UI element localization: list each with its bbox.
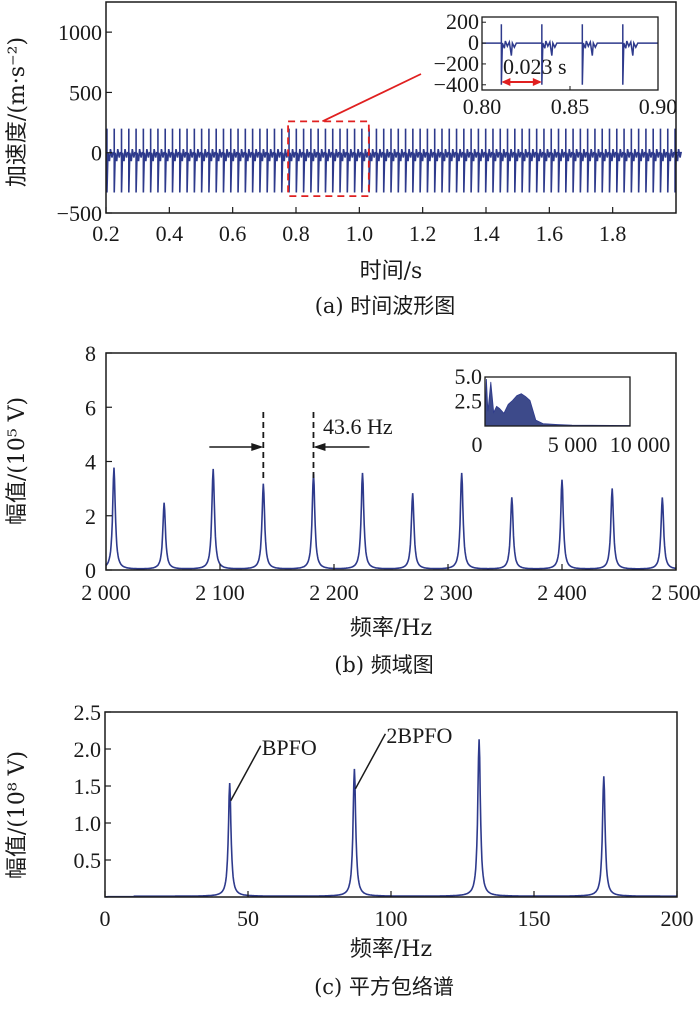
x-tick-label: 2 400 xyxy=(537,580,587,605)
x-tick-label: 1.6 xyxy=(536,221,564,246)
spectrum-line xyxy=(105,467,677,570)
y-tick-label: 8 xyxy=(85,341,96,366)
period-arrow xyxy=(501,78,542,86)
arrow-head-left xyxy=(501,78,511,86)
y-tick-label: 2 xyxy=(85,504,96,529)
inset-x-tick-label: 0.90 xyxy=(639,94,678,119)
y-tick-label: 0.5 xyxy=(74,848,102,873)
y-tick-label: 1.0 xyxy=(74,811,102,836)
inset-x-tick-label: 0 xyxy=(472,432,483,457)
y-tick-label: −500 xyxy=(57,201,102,226)
inset-x-tick-label: 5 000 xyxy=(548,432,598,457)
x-tick-label: 0 xyxy=(100,906,111,931)
inset-waveform-series xyxy=(482,24,658,85)
y-tick-label: 2.5 xyxy=(74,700,102,725)
panel-b-frequency-domain: 2 000 2 100 2 200 2 300 2 400 2 500 0 2 4 6 8 43.… xyxy=(5,341,700,677)
period-annotation: 0.023 s xyxy=(503,54,567,79)
axes-frame xyxy=(105,352,677,571)
x-tick-label: 2 100 xyxy=(195,580,245,605)
inset-x-tick-label: 0.80 xyxy=(463,94,502,119)
y-tick-label: 6 xyxy=(85,395,96,420)
y-tick-label: 0 xyxy=(85,558,96,583)
inset-x-tick-label: 10 000 xyxy=(610,432,671,457)
peak-label: 2BPFO xyxy=(386,723,452,748)
arrow-right-head xyxy=(251,443,264,451)
inset-y-tick-label: 0 xyxy=(468,30,479,55)
x-tick-label: 1.0 xyxy=(346,221,374,246)
peak-leader-line xyxy=(354,733,387,790)
arrow-head-right xyxy=(532,78,542,86)
axes-frame xyxy=(105,1,677,214)
y-ticks: −500 0 500 1000 xyxy=(57,20,112,226)
inset-x-ticks: 0.80 0.85 0.90 xyxy=(463,86,678,119)
x-tick-label: 0.2 xyxy=(92,221,120,246)
x-tick-label: 0.4 xyxy=(156,221,184,246)
peak-leader-line xyxy=(230,745,262,802)
x-tick-label: 100 xyxy=(375,906,408,931)
y-tick-label: 0 xyxy=(91,141,102,166)
panel-c-squared-envelope: 0 50 100 150 200 0.5 1.0 1.5 2.0 2.5 BPFO 2BPFO 频… xyxy=(5,700,694,999)
x-ticks: 0 50 100 150 200 xyxy=(100,891,694,931)
y-ticks: 0 2 4 6 8 xyxy=(85,341,112,583)
x-tick-label: 2 000 xyxy=(81,580,131,605)
x-tick-label: 1.8 xyxy=(599,221,627,246)
x-axis-label: 时间/s xyxy=(360,259,423,284)
y-axis-label: 加速度/(m·s⁻²) xyxy=(5,37,30,187)
spacing-annotation: 43.6 Hz xyxy=(323,414,393,439)
y-axis-label: 幅值/(10⁵ V) xyxy=(5,397,30,525)
x-tick-label: 1.2 xyxy=(409,221,437,246)
inset-y-tick-label: 5.0 xyxy=(455,364,483,389)
x-axis-label: 频率/Hz xyxy=(350,937,432,962)
x-tick-label: 0.8 xyxy=(282,221,310,246)
caption-b: (b) 频域图 xyxy=(334,653,434,677)
peak-labels: BPFO 2BPFO xyxy=(230,723,452,802)
y-tick-label: 1000 xyxy=(58,20,102,45)
envelope-line xyxy=(105,739,677,898)
zoom-region-box xyxy=(287,120,370,198)
x-tick-label: 50 xyxy=(237,906,259,931)
y-tick-label: 4 xyxy=(85,450,96,475)
caption-c: (c) 平方包络谱 xyxy=(314,975,454,999)
inset-spectrum-area xyxy=(484,378,631,427)
x-tick-label: 0.6 xyxy=(219,221,247,246)
y-tick-label: 500 xyxy=(69,80,102,105)
x-tick-label: 200 xyxy=(661,906,694,931)
x-tick-label: 2 200 xyxy=(309,580,359,605)
peak-label: BPFO xyxy=(262,735,317,760)
inset-y-tick-label: 200 xyxy=(446,9,479,34)
envelope-spectrum-series xyxy=(105,739,677,898)
inset-y-tick-label: −400 xyxy=(434,72,479,97)
panel-a-time-waveform: 0.2 0.4 0.6 0.8 1.0 1.2 1.4 1.6 1.8 −500 0 500 1000… xyxy=(5,1,683,318)
caption-a: (a) 时间波形图 xyxy=(315,294,456,318)
inset-waveform-line xyxy=(482,24,658,85)
waveform-line xyxy=(106,128,683,193)
y-axis-label: 幅值/(10⁸ V) xyxy=(5,751,30,879)
inset-y-tick-label: 2.5 xyxy=(455,389,483,414)
y-tick-label: 2.0 xyxy=(74,737,102,762)
y-tick-label: 1.5 xyxy=(74,774,102,799)
inset-x-tick-label: 0.85 xyxy=(551,94,590,119)
x-tick-label: 150 xyxy=(518,906,551,931)
inset-full-spectrum: 0 5 000 10 000 5.02.5 xyxy=(455,364,671,457)
inset-frame xyxy=(484,376,631,427)
inset-spectrum-fill xyxy=(484,378,631,427)
x-tick-label: 2 500 xyxy=(651,580,700,605)
inset-ticks: 0 5 000 10 000 5.02.5 xyxy=(455,364,671,457)
x-ticks: 0.2 0.4 0.6 0.8 1.0 1.2 1.4 1.6 1.8 xyxy=(92,207,626,246)
arrow-left-head xyxy=(313,443,326,451)
x-ticks: 2 000 2 100 2 200 2 300 2 400 2 500 xyxy=(81,564,700,605)
x-tick-label: 1.4 xyxy=(472,221,500,246)
zoom-connector-line xyxy=(322,73,422,123)
inset-y-tick-label: −200 xyxy=(434,51,479,76)
x-axis-label: 频率/Hz xyxy=(350,616,432,641)
spacing-markers xyxy=(209,412,370,478)
x-tick-label: 2 300 xyxy=(423,580,473,605)
y-ticks: 0.5 1.0 1.5 2.0 2.5 xyxy=(74,700,111,873)
spectrum-series xyxy=(105,467,677,570)
waveform-series xyxy=(106,128,683,193)
